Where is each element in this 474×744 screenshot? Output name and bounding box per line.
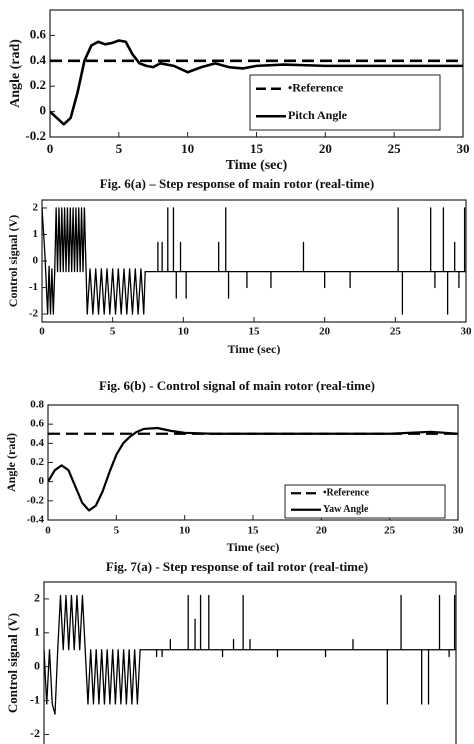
- x-tick-label: 25: [390, 326, 402, 338]
- plot-frame: [43, 581, 457, 744]
- x-tick-label: 25: [388, 141, 402, 156]
- x-tick-label: 10: [179, 525, 191, 537]
- y-tick-label: 0.4: [30, 437, 44, 449]
- x-tick-label: 5: [114, 525, 120, 537]
- legend-label: Yaw Angle: [323, 504, 369, 515]
- signal-line: [48, 426, 458, 512]
- x-tick-label: 20: [319, 141, 332, 156]
- y-axis-label: Control signal (V): [5, 613, 20, 713]
- x-tick-label: 15: [248, 525, 260, 537]
- legend-box: [284, 484, 446, 519]
- x-tick-label: 10: [181, 141, 194, 156]
- legend-label: •Reference: [288, 81, 344, 95]
- x-axis-label: Time (sec): [227, 540, 280, 554]
- y-axis-label: Angle (rad): [4, 433, 18, 492]
- x-tick-label: 0: [47, 141, 54, 156]
- legend-label: Pitch Angle: [288, 108, 348, 122]
- y-tick-label: 0.2: [30, 77, 46, 92]
- y-tick-label: -1: [30, 692, 40, 706]
- x-tick-label: 15: [250, 141, 264, 156]
- x-tick-label: 15: [249, 326, 261, 338]
- y-tick-label: -0.2: [25, 128, 46, 143]
- figure-caption: Fig. 7(a) - Step response of tail rotor …: [106, 559, 368, 574]
- x-tick-label: 20: [316, 525, 328, 537]
- x-tick-label: 5: [110, 326, 116, 338]
- x-tick-label: 25: [384, 525, 396, 537]
- y-tick-label: 2: [34, 591, 40, 605]
- signal-line: [50, 39, 463, 126]
- y-tick-label: 0: [40, 103, 47, 118]
- x-tick-label: 0: [45, 525, 51, 537]
- signal-line: [44, 594, 456, 715]
- y-tick-label: 0: [39, 475, 45, 487]
- y-tick-label: 2: [33, 201, 39, 213]
- x-tick-label: 10: [178, 326, 190, 338]
- legend-box: [249, 74, 441, 131]
- y-tick-label: -2: [29, 308, 39, 320]
- y-tick-label: 0: [33, 255, 39, 267]
- x-tick-label: 20: [319, 326, 331, 338]
- figure-caption: Fig. 6(a) – Step response of main rotor …: [100, 176, 375, 191]
- y-tick-label: 0.8: [30, 399, 44, 411]
- y-tick-label: 0.2: [30, 456, 44, 468]
- x-axis-label: Time (sec): [226, 158, 288, 173]
- x-axis-label: Time (sec): [228, 342, 281, 356]
- y-tick-label: 0.6: [30, 26, 47, 41]
- y-tick-label: 0.4: [30, 52, 47, 67]
- y-tick-label: -2: [30, 726, 40, 740]
- x-tick-label: 5: [116, 141, 123, 156]
- x-tick-label: 30: [457, 141, 470, 156]
- y-tick-label: 1: [34, 625, 40, 639]
- legend-label: •Reference: [323, 488, 370, 499]
- y-tick-label: 0.6: [30, 418, 44, 430]
- y-axis-label: Angle (rad): [8, 39, 23, 108]
- signal-line: [42, 207, 466, 315]
- y-tick-label: -1: [29, 281, 38, 293]
- y-tick-label: -0.4: [27, 514, 45, 526]
- figure-caption: Fig. 6(b) - Control signal of main rotor…: [99, 378, 375, 393]
- y-tick-label: 1: [33, 228, 39, 240]
- y-tick-label: 0: [34, 658, 40, 672]
- x-tick-label: 30: [461, 326, 473, 338]
- y-axis-label: Control signal (V): [6, 215, 20, 307]
- x-tick-label: 0: [39, 326, 45, 338]
- y-tick-label: -0.2: [27, 494, 45, 506]
- x-tick-label: 30: [453, 525, 465, 537]
